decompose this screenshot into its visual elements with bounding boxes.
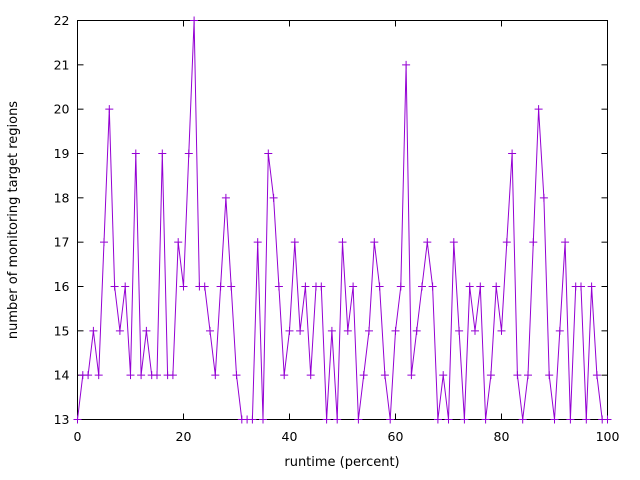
tick-label: 60 <box>388 429 404 444</box>
tick-label: 18 <box>54 190 70 205</box>
x-axis-label: runtime (percent) <box>284 455 399 470</box>
tick-label: 13 <box>54 412 70 427</box>
tick-label: 21 <box>54 57 70 72</box>
tick-label: 80 <box>494 429 510 444</box>
tick-label: 20 <box>176 429 192 444</box>
tick-label: 0 <box>74 429 82 444</box>
tick-labels: 13 14 15 16 17 18 19 20 21 22 0 20 40 60 80 100 <box>54 13 620 444</box>
plot-border <box>77 20 608 420</box>
tick-label: 19 <box>54 146 70 161</box>
tick-label: 40 <box>282 429 298 444</box>
tick-label: 100 <box>596 429 620 444</box>
data-line <box>77 20 608 420</box>
tick-label: 17 <box>54 235 70 250</box>
tick-label: 14 <box>54 368 70 383</box>
data-series-monitoring-regions <box>73 16 612 424</box>
tick-label: 20 <box>54 102 70 117</box>
tick-label: 16 <box>54 279 70 294</box>
y-axis-label: number of monitoring target regions <box>6 101 21 339</box>
tick-label: 22 <box>54 13 70 28</box>
axis-ticks <box>77 20 608 420</box>
data-point-markers <box>73 16 612 424</box>
tick-label: 15 <box>54 323 70 338</box>
